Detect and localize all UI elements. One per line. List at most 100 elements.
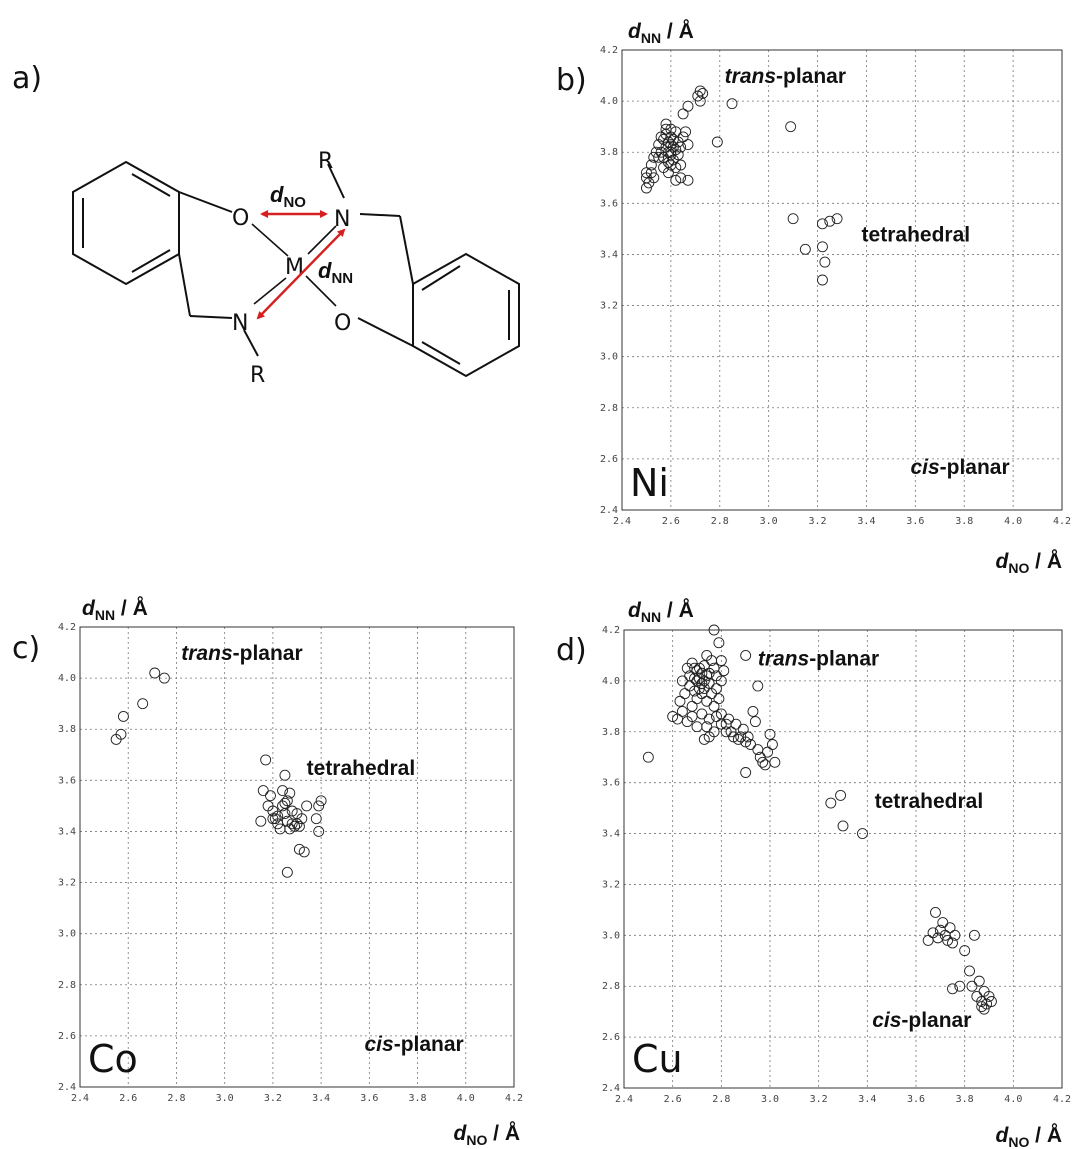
data-point [701,721,713,733]
data-point [711,711,722,722]
data-point [665,131,677,143]
data-point [819,256,831,268]
y-tick-label: 3.4 [600,249,618,260]
data-point [286,818,298,830]
data-point [698,733,710,745]
plot-frame [621,49,1063,511]
data-point [675,159,687,171]
data-point [670,144,682,156]
plot-frame [79,626,515,1088]
x-tick-label: 3.8 [955,516,973,527]
x-tick-label: 3.0 [761,1094,779,1105]
data-point [698,675,710,687]
data-point [675,172,687,184]
y-tick-label: 2.4 [602,1083,620,1094]
data-point [277,785,288,797]
metal-label: Ni [630,461,669,505]
data-point [769,756,781,768]
x-tick-label: 3.2 [810,1094,828,1105]
y-tick-label: 2.6 [602,1032,620,1043]
y-tick-label: 4.0 [58,673,76,684]
d-no-label: dNO [270,182,306,211]
data-point [137,698,149,710]
data-point [740,736,752,748]
data-point [667,141,679,153]
x-tick-label: 4.0 [1004,516,1022,527]
data-point [257,785,269,797]
scatter-panels: b) 2.4 2.6 2.8 3.0 3.2 3.4 3.6 3.8 4.0 4.2 2.4 2.6 2.… [12,19,1071,1149]
x-axis-title: dNO / Å [996,1123,1063,1149]
data-point [149,667,161,679]
data-point [686,700,698,712]
data-point [648,172,660,184]
y-tick-label: 3.0 [602,930,620,941]
atom-o-left: O [232,206,249,231]
x-tick-label: 2.8 [167,1093,185,1104]
x-tick-label: 3.6 [906,516,924,527]
atom-n-left: N [232,311,248,336]
y-tick-label: 2.8 [602,981,620,992]
panel-label: c) [12,631,40,666]
data-point [742,731,754,743]
data-point [703,713,715,725]
data-point [272,810,284,822]
region-label: tetrahedral [862,224,971,247]
data-point [315,795,327,807]
data-point [715,655,727,666]
data-point [816,218,828,230]
x-tick-label: 2.8 [712,1094,730,1105]
x-tick-label: 4.0 [457,1093,475,1104]
y-tick-label: 4.2 [58,622,76,633]
data-point [816,274,828,286]
data-point [686,657,698,669]
data-point [691,721,703,733]
data-point [976,1001,988,1013]
data-point [645,167,657,179]
data-point [665,146,677,158]
panel-label: d) [556,633,587,668]
data-point [696,708,708,720]
data-point [713,693,725,705]
y-tick-label: 4.0 [602,676,620,687]
data-point [660,118,672,130]
x-tick-label: 3.2 [264,1093,282,1104]
data-point [983,990,995,1002]
y-tick-label: 4.0 [600,96,618,107]
panel-a-label: a) [12,61,42,96]
data-point [723,713,735,725]
x-tick-label: 4.2 [1053,516,1071,527]
data-point [676,675,688,687]
data-point [728,731,739,743]
scatter-panel-co: c) 2.4 2.6 2.8 3.0 3.2 3.4 3.6 3.8 4.0 4.2 2.4 2.6 2.… [12,596,523,1148]
data-point [785,121,797,133]
data-point [691,665,703,677]
x-tick-label: 3.4 [857,516,875,527]
data-point [293,820,305,832]
y-tick-label: 4.2 [602,625,620,636]
data-point [947,983,958,995]
data-point [642,751,654,763]
y-tick-label: 3.8 [600,147,618,158]
data-point [281,866,293,878]
data-point [968,929,980,941]
data-point [667,711,679,722]
scatter-panel-cu: d) 2.4 2.6 2.8 3.0 3.2 3.4 3.6 3.8 4.0 4.2 2.4 2.6 2.… [556,598,1071,1149]
data-point [964,965,975,977]
data-point [692,90,704,102]
data-point [260,754,272,766]
data-point [682,174,694,186]
y-tick-label: 3.0 [58,929,76,940]
data-point [745,739,756,750]
panel-label: b) [556,63,587,98]
data-point [672,149,684,161]
y-tick-label: 3.8 [58,724,76,735]
x-tick-label: 3.6 [360,1093,378,1104]
data-point [740,649,752,661]
data-point [954,980,966,992]
y-axis-title: dNN / Å [82,596,148,623]
x-tick-label: 3.0 [216,1093,234,1104]
x-tick-label: 3.4 [312,1093,330,1104]
y-tick-label: 3.6 [602,778,620,789]
data-point [676,705,688,717]
y-tick-label: 3.4 [602,829,620,840]
